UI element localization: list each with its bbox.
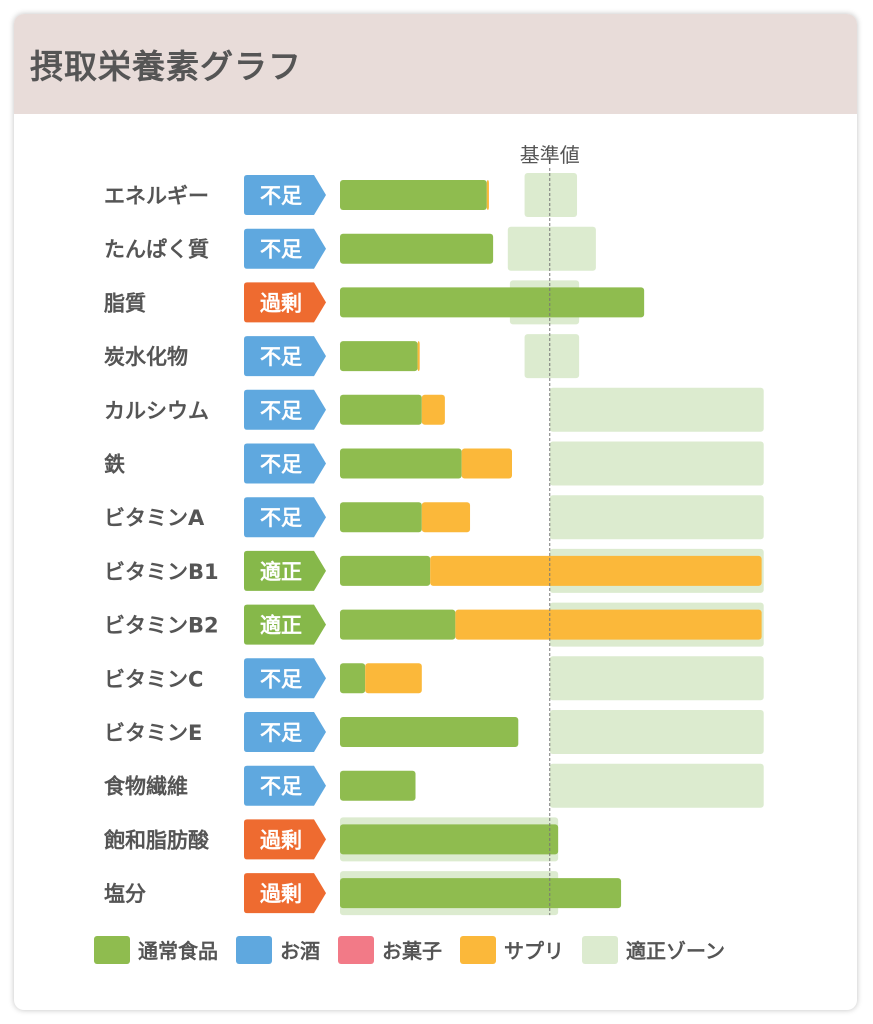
category-label: 飽和脂肪酸 [103,828,210,852]
category-label: カルシウム [104,399,209,423]
zone-band [524,173,578,217]
bar-segment-food [340,663,366,694]
category-label: エネルギー [104,184,209,208]
legend-item-supplement: サプリ [460,935,564,964]
status-badge [244,282,326,323]
status-badge [244,712,326,752]
status-badge [244,819,326,860]
legend-swatch [460,935,496,964]
status-badge-label: 過剰 [260,882,302,906]
bar-segment-food [340,233,494,264]
legend-item-zone: 適正ゾーン [582,935,725,964]
status-badge-label: 不足 [260,399,302,423]
status-badge-label: 不足 [260,238,302,262]
category-label: ビタミンC [104,667,203,691]
status-badge [244,550,326,591]
bar-segment-food [340,448,462,479]
bar-segment-supplement [430,555,762,586]
status-badge [244,658,326,699]
legend-label: お菓子 [382,939,442,963]
status-badge [244,765,326,806]
bar-segment-food [340,287,645,318]
zone-band [549,441,764,486]
zone-band [549,495,764,540]
category-label: ビタミンB2 [104,614,219,638]
bar-segment-supplement [365,663,422,694]
category-label: ビタミンB1 [104,560,219,584]
category-label: 脂質 [104,291,146,315]
reference-label: 基準値 [520,143,580,167]
bar-segment-supplement [461,448,512,479]
category-label: 食物繊維 [104,775,188,799]
zone-band [524,334,580,379]
bar-segment-supplement [421,502,471,533]
category-label: 鉄 [104,453,125,477]
status-badge-label: 適正 [260,614,302,638]
card-header: 摂取栄養素グラフ [14,14,857,114]
zone-band [549,656,764,701]
status-badge [244,336,326,377]
bar-segment-food [340,555,431,586]
status-badge [244,497,326,538]
category-label: 炭水化物 [104,345,188,369]
status-badge [244,604,326,645]
legend-swatch [94,935,130,964]
bar-segment-food [340,770,416,801]
zone-band [507,226,596,271]
bar-segment-food [340,609,456,640]
status-badge-label: 不足 [260,775,302,799]
legend-item-sweets: お菓子 [338,935,442,964]
status-badge-label: 適正 [260,560,302,584]
legend-swatch [338,935,374,964]
bar-segment-food [340,341,418,372]
legend-label: 通常食品 [138,939,218,963]
legend-swatch [236,935,272,964]
zone-band [549,763,764,808]
chart-legend: 通常食品 お酒 お菓子 サプリ 適正ゾーン [94,935,743,964]
bar-segment-food [340,878,622,909]
status-badge-label: 不足 [260,453,302,477]
card-title: 摂取栄養素グラフ [30,47,302,86]
category-label: 塩分 [104,882,146,906]
legend-swatch [582,935,618,964]
status-badge [244,389,326,430]
zone-band [549,387,764,432]
category-label: たんぱく質 [104,238,209,262]
bar-segment-supplement [417,341,420,372]
bar-segment-food [340,717,519,747]
legend-label: サプリ [504,939,564,963]
category-label: ビタミンA [104,506,205,530]
status-badge-label: 不足 [260,667,302,691]
status-badge [244,228,326,269]
bar-segment-food [340,180,487,210]
legend-item-alcohol: お酒 [236,935,320,964]
category-label: ビタミンE [104,721,202,745]
status-badge-label: 不足 [260,345,302,369]
bar-segment-supplement [421,394,445,425]
status-badge [244,873,326,914]
bar-segment-supplement [455,609,762,640]
status-badge-label: 不足 [260,184,302,208]
legend-label: お酒 [280,939,320,963]
status-badge-label: 不足 [260,721,302,745]
zone-band [549,710,764,754]
legend-label: 適正ゾーン [626,939,725,963]
bar-segment-food [340,824,559,855]
status-badge [244,443,326,484]
status-badge-label: 不足 [260,506,302,530]
bar-segment-food [340,394,422,425]
legend-item-food: 通常食品 [94,935,218,964]
status-badge-label: 過剰 [260,828,302,852]
bar-segment-supplement [486,180,489,210]
status-badge-label: 過剰 [260,291,302,315]
status-badge [244,175,326,215]
bar-segment-food [340,502,422,533]
